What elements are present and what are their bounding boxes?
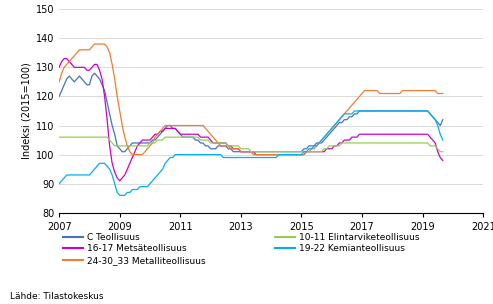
Y-axis label: Indeksi (2015=100): Indeksi (2015=100)	[22, 63, 32, 159]
Text: Lähde: Tilastokeskus: Lähde: Tilastokeskus	[10, 292, 104, 301]
Legend: 10-11 Elintarviketeollisuus, 19-22 Kemianteollisuus: 10-11 Elintarviketeollisuus, 19-22 Kemia…	[271, 229, 423, 257]
